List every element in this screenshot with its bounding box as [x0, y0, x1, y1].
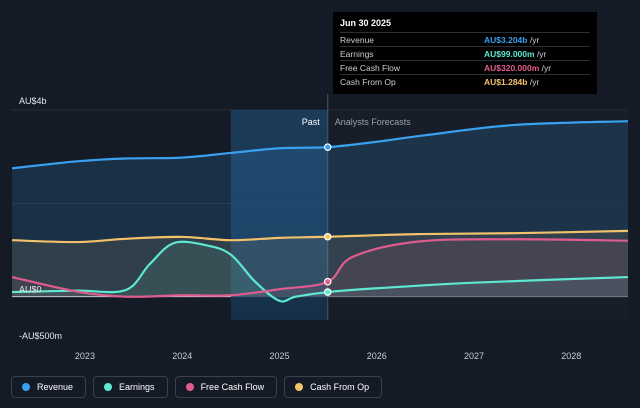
- legend-dot-icon: [295, 383, 304, 391]
- x-tick-label: 2027: [464, 351, 484, 361]
- highlight-bands: [230, 94, 628, 320]
- y-tick-label: AU$4b: [19, 96, 47, 106]
- legend-dot-icon: [22, 383, 30, 391]
- x-tick-label: 2024: [172, 351, 192, 361]
- y-tick-label: -AU$500m: [19, 331, 62, 341]
- tooltip-value-text: AU$320.000m: [484, 63, 540, 73]
- x-tick-label: 2026: [367, 351, 387, 361]
- x-tick-label: 2028: [561, 351, 581, 361]
- tooltip-label: Earnings: [340, 49, 374, 59]
- legend-item-cash-from-op[interactable]: Cash From Op: [284, 376, 383, 398]
- tooltip-unit: /yr: [529, 35, 540, 45]
- data-point-marker: [323, 232, 332, 241]
- legend-dot-icon: [104, 383, 113, 391]
- tooltip-value: AU$1.284b /yr: [484, 77, 539, 87]
- legend: Revenue Earnings Free Cash Flow Cash Fro…: [11, 376, 383, 400]
- series-line-earnings: [11, 240, 629, 303]
- legend-label: Earnings: [119, 382, 155, 392]
- tooltip-label: Free Cash Flow: [340, 63, 400, 73]
- legend-label: Cash From Op: [310, 382, 370, 392]
- series-line-revenue: [11, 120, 629, 170]
- tooltip-row-revenue: Revenue AU$3.204b /yr: [340, 32, 590, 46]
- tooltip-row-free-cash-flow: Free Cash Flow AU$320.000m /yr: [340, 60, 590, 74]
- legend-item-free-cash-flow[interactable]: Free Cash Flow: [174, 376, 278, 398]
- legend-item-earnings[interactable]: Earnings: [93, 376, 168, 398]
- tooltip-markers: [323, 143, 332, 296]
- legend-dot-icon: [185, 383, 194, 391]
- tooltip-unit: /yr: [541, 63, 552, 73]
- data-point-marker: [323, 288, 332, 296]
- tooltip-unit: /yr: [536, 49, 547, 59]
- series-area-revenue: [12, 121, 628, 297]
- tooltip-date: Jun 30 2025: [340, 18, 392, 28]
- tooltip: Jun 30 2025 Revenue AU$3.204b /yr Earnin…: [333, 12, 597, 94]
- tooltip-row-cash-from-op: Cash From Op AU$1.284b /yr: [340, 74, 590, 88]
- forecast-region: [327, 110, 628, 320]
- legend-label: Free Cash Flow: [200, 382, 265, 392]
- tooltip-value-text: AU$3.204b: [484, 35, 528, 45]
- tooltip-label: Revenue: [340, 35, 375, 45]
- tooltip-unit: /yr: [529, 77, 540, 87]
- series-line-cash-from-op: [11, 229, 629, 244]
- axis-labels: AU$4b AU$0 -AU$500m 2023 2024 2025 2026 2027 202…: [19, 96, 581, 361]
- x-tick-label: 2025: [269, 351, 289, 361]
- tooltip-row-earnings: Earnings AU$99.000m /yr: [340, 46, 590, 60]
- tooltip-value-text: AU$99.000m: [484, 49, 535, 59]
- data-point-marker: [323, 143, 332, 151]
- data-point-marker: [323, 277, 332, 286]
- series-area-earnings: [12, 241, 628, 302]
- legend-item-revenue[interactable]: Revenue: [11, 376, 87, 398]
- legend-label: Revenue: [37, 382, 74, 392]
- x-tick-label: 2023: [75, 351, 95, 361]
- past-label: Past: [302, 117, 321, 127]
- tooltip-value-text: AU$1.284b: [484, 77, 528, 87]
- forecast-label: Analysts Forecasts: [335, 117, 412, 127]
- tooltip-value: AU$320.000m /yr: [484, 63, 551, 73]
- tooltip-value: AU$3.204b /yr: [484, 35, 539, 45]
- tooltip-label: Cash From Op: [340, 77, 396, 87]
- series-line-free-cash-flow: [11, 238, 629, 298]
- series-lines: [11, 120, 629, 303]
- y-tick-label: AU$0: [19, 285, 42, 295]
- tooltip-value: AU$99.000m /yr: [484, 49, 546, 59]
